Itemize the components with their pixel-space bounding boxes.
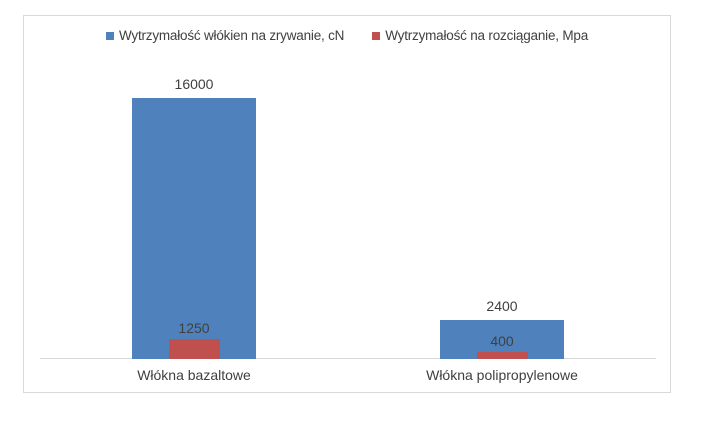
bar-series1-cat1 bbox=[132, 98, 256, 359]
data-label-series1-cat2: 2400 bbox=[486, 298, 518, 314]
chart-legend: Wytrzymałość włókien na zrywanie, cN Wyt… bbox=[24, 28, 670, 43]
data-label-series2-cat2: 400 bbox=[490, 333, 514, 349]
plot-area: 16000 1250 2400 400 bbox=[40, 77, 656, 359]
bar-series2-cat1 bbox=[168, 339, 220, 359]
chart-frame: Wytrzymałość włókien na zrywanie, cN Wyt… bbox=[23, 15, 671, 393]
legend-item-series2: Wytrzymałość na rozciąganie, Mpa bbox=[372, 28, 588, 43]
bar-series2-cat2 bbox=[476, 352, 528, 359]
x-axis-line bbox=[40, 358, 656, 359]
data-label-series2-cat1: 1250 bbox=[178, 320, 210, 336]
data-label-series1-cat1: 16000 bbox=[174, 76, 214, 92]
category-label-polypropylene: Włókna polipropylenowe bbox=[426, 367, 578, 383]
category-label-basalt: Włókna bazaltowe bbox=[137, 367, 251, 383]
series1-swatch-icon bbox=[105, 31, 114, 40]
legend-item-series1: Wytrzymałość włókien na zrywanie, cN bbox=[105, 28, 345, 43]
series2-swatch-icon bbox=[372, 31, 381, 40]
legend-label-series2: Wytrzymałość na rozciąganie, Mpa bbox=[385, 28, 589, 43]
legend-label-series1: Wytrzymałość włókien na zrywanie, cN bbox=[118, 28, 345, 43]
